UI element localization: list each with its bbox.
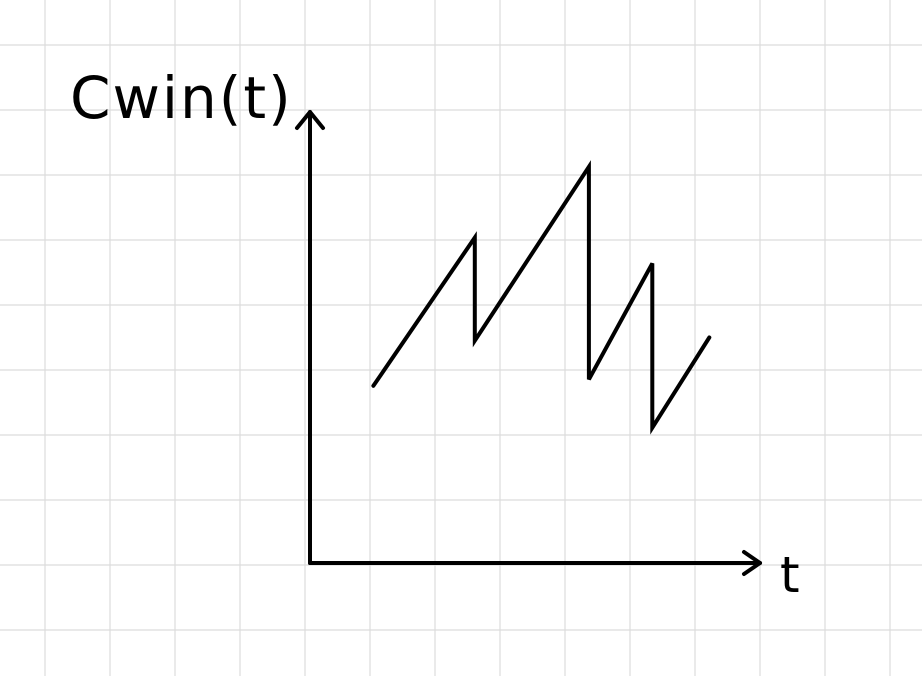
y-axis-arrowhead [295, 110, 325, 130]
x-axis-arrowhead [742, 550, 762, 576]
series-group [371, 160, 712, 435]
y-axis-label: Cwin(t) [70, 64, 293, 132]
chart-axes [295, 110, 762, 576]
series-line-0 [371, 160, 712, 435]
x-axis-label: t [780, 546, 800, 604]
